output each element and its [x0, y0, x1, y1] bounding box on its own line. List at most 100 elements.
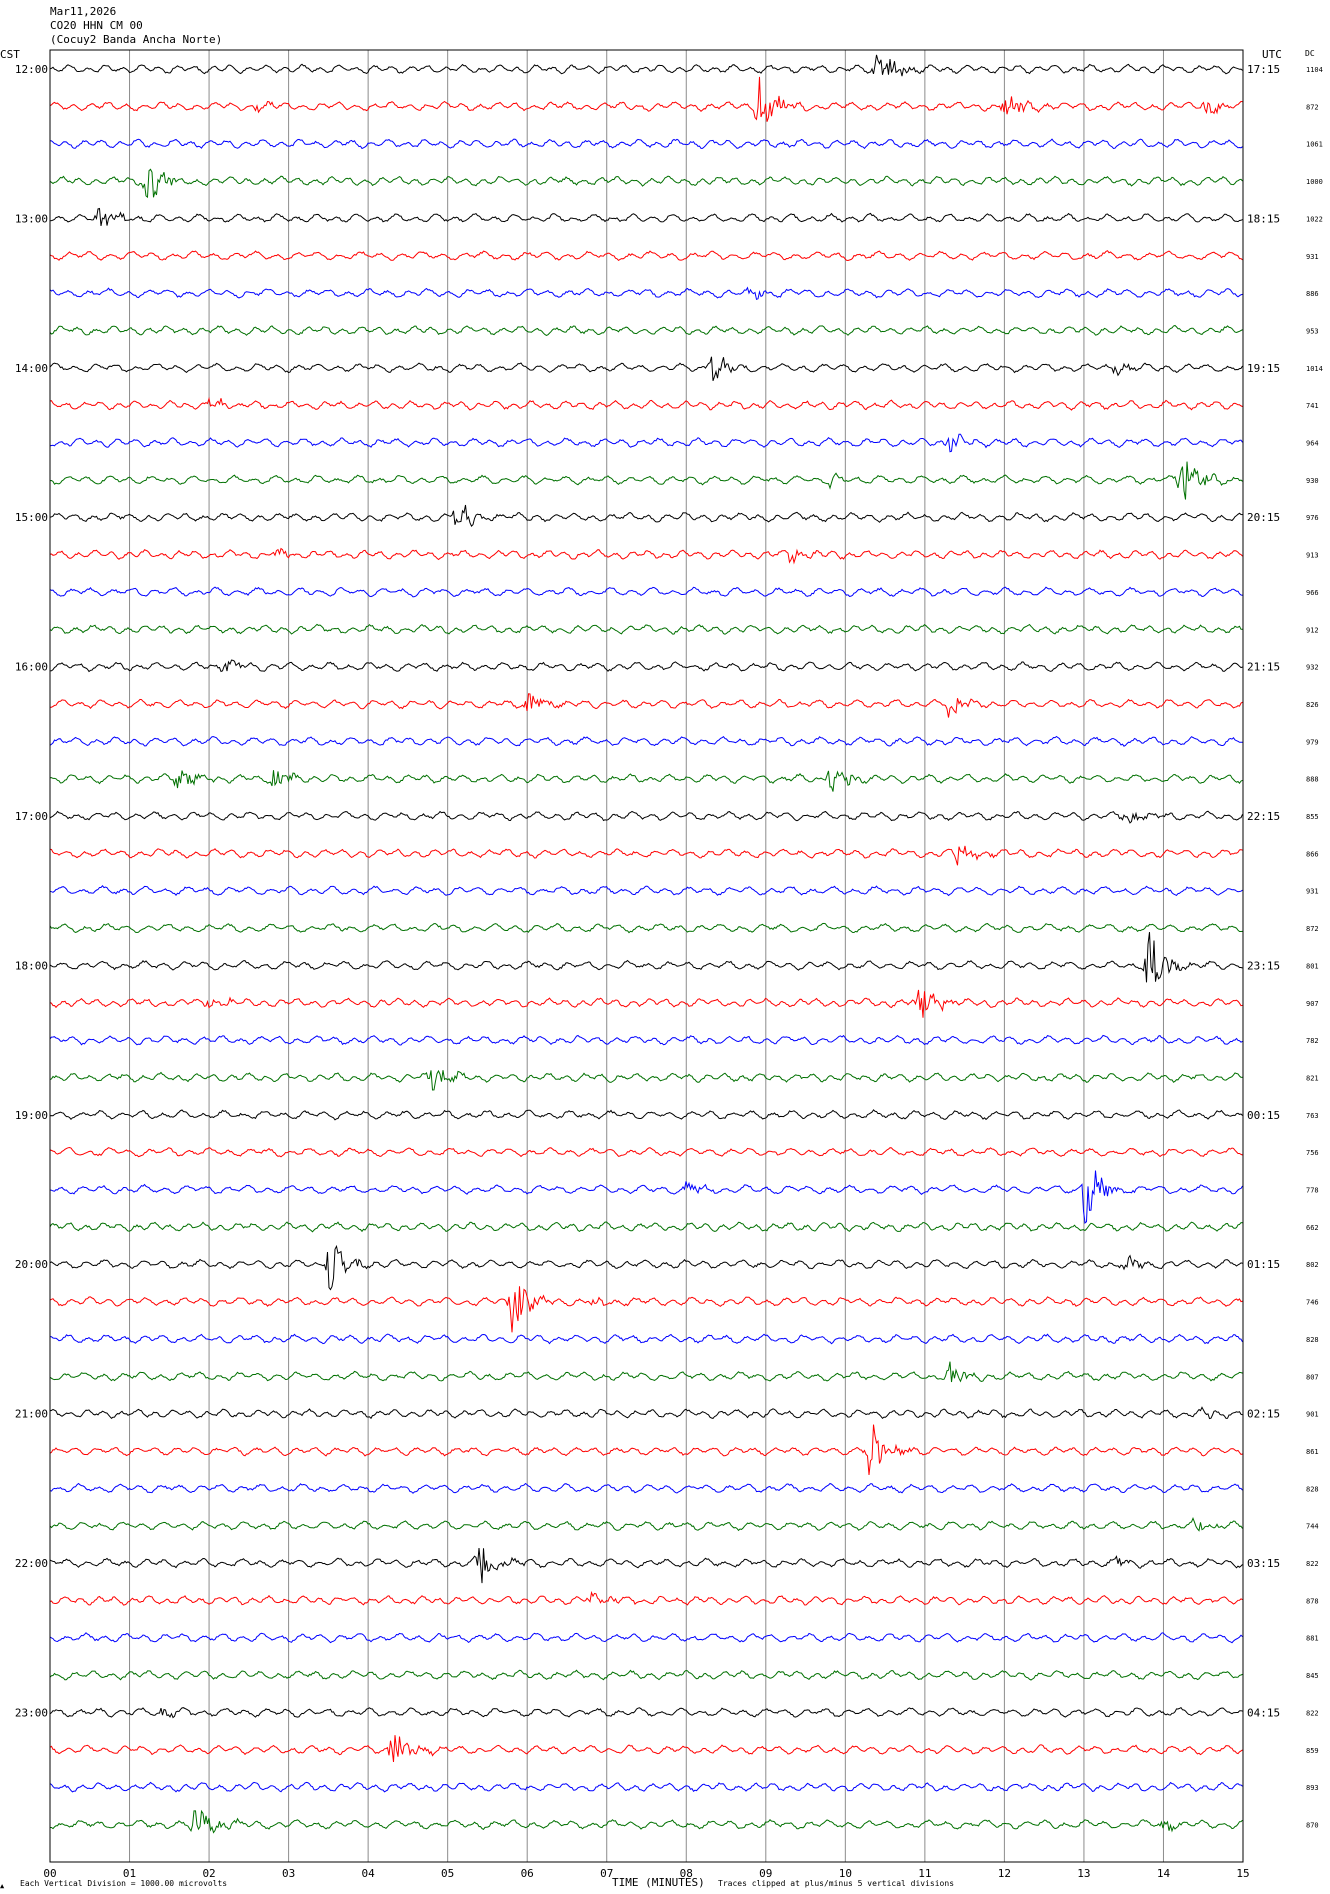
site-label: (Cocuy2 Banda Ancha Norte) — [50, 33, 222, 46]
dc-offset-label: 741 — [1306, 402, 1319, 410]
trace-row-45 — [49, 1735, 1243, 1763]
trace-row-25 — [49, 989, 1243, 1018]
trace-row-9 — [49, 396, 1243, 411]
trace-row-26 — [49, 1034, 1243, 1046]
cst-time-label: 21:00 — [15, 1408, 48, 1421]
dc-offset-label: 1022 — [1306, 215, 1323, 223]
dc-offset-label: 1000 — [1306, 178, 1323, 186]
trace-row-7 — [49, 324, 1243, 336]
cst-time-label: 19:00 — [15, 1109, 48, 1122]
x-tick-label: 10 — [839, 1867, 852, 1880]
trace-row-37 — [49, 1424, 1243, 1476]
cst-time-label: 14:00 — [15, 362, 48, 375]
division-note: Each Vertical Division = 1000.00 microvo… — [20, 1879, 227, 1888]
utc-time-label: 01:15 — [1247, 1258, 1280, 1271]
dc-offset-label: 746 — [1306, 1299, 1319, 1307]
x-tick-label: 11 — [918, 1867, 931, 1880]
x-tick-label: 07 — [600, 1867, 613, 1880]
dc-offset-label: 966 — [1306, 589, 1319, 597]
utc-time-label: 21:15 — [1247, 661, 1280, 674]
trace-row-0 — [49, 54, 1243, 77]
trace-row-1 — [49, 76, 1243, 122]
dc-offset-label: 866 — [1306, 850, 1319, 858]
trace-row-10 — [49, 433, 1243, 453]
plot-border — [49, 49, 1244, 1863]
cst-time-label: 12:00 — [15, 63, 48, 76]
cst-time-label: 13:00 — [15, 212, 48, 225]
trace-row-4 — [49, 207, 1243, 226]
trace-row-17 — [50, 693, 1243, 718]
x-tick-label: 15 — [1236, 1867, 1249, 1880]
dc-offset-label: 1104 — [1306, 66, 1323, 74]
trace-row-19 — [49, 770, 1243, 792]
trace-row-41 — [49, 1590, 1243, 1606]
dc-offset-label: 822 — [1306, 1560, 1319, 1568]
x-tick-label: 06 — [521, 1867, 534, 1880]
utc-time-label: 23:15 — [1247, 959, 1280, 972]
x-tick-label: 08 — [680, 1867, 693, 1880]
trace-row-33 — [49, 1286, 1243, 1333]
dc-offset-label: 886 — [1306, 290, 1319, 298]
dc-offset-label: 931 — [1306, 888, 1319, 896]
utc-time-label: 19:15 — [1247, 362, 1280, 375]
utc-time-label: 17:15 — [1247, 63, 1280, 76]
dc-offset-label: 893 — [1306, 1784, 1319, 1792]
dc-offset-label: 979 — [1306, 738, 1319, 746]
dc-header-label: DC — [1305, 49, 1315, 58]
trace-row-32 — [49, 1244, 1243, 1291]
trace-row-20 — [49, 810, 1243, 824]
trace-row-42 — [49, 1632, 1243, 1644]
trace-row-14 — [49, 586, 1243, 598]
dc-offset-label: 845 — [1306, 1672, 1319, 1680]
dc-offset-label: 756 — [1306, 1149, 1319, 1157]
x-tick-label: 01 — [123, 1867, 136, 1880]
trace-row-46 — [49, 1781, 1243, 1793]
trace-row-6 — [49, 286, 1243, 300]
trace-row-34 — [49, 1333, 1243, 1345]
utc-zone-label: UTC — [1262, 48, 1282, 61]
dc-offset-label: 901 — [1306, 1411, 1319, 1419]
x-axis-title: TIME (MINUTES) — [612, 1876, 705, 1889]
cst-zone-label: CST — [0, 48, 20, 61]
utc-time-label: 02:15 — [1247, 1408, 1280, 1421]
trace-row-16 — [49, 659, 1243, 673]
clip-note: Traces clipped at plus/minus 5 vertical … — [718, 1879, 954, 1888]
trace-row-43 — [49, 1669, 1243, 1681]
trace-row-2 — [49, 138, 1243, 150]
dc-offset-label: 872 — [1306, 925, 1319, 933]
cst-time-label: 20:00 — [15, 1258, 48, 1271]
x-tick-label: 04 — [362, 1867, 376, 1880]
plot-frame — [49, 49, 1244, 1863]
dc-offset-label: 907 — [1306, 1000, 1319, 1008]
x-tick-label: 09 — [759, 1867, 772, 1880]
dc-offset-label: 828 — [1306, 1336, 1319, 1344]
dc-offset-label: 1014 — [1306, 365, 1323, 373]
x-tick-label: 05 — [441, 1867, 454, 1880]
cst-time-label: 17:00 — [15, 810, 48, 823]
cst-time-label: 15:00 — [15, 511, 48, 524]
dc-offset-label: 872 — [1306, 103, 1319, 111]
dc-offset-label: 801 — [1306, 962, 1319, 970]
utc-time-label: 03:15 — [1247, 1557, 1280, 1570]
dc-offset-label: 931 — [1306, 253, 1319, 261]
trace-row-44 — [49, 1706, 1243, 1719]
trace-row-31 — [49, 1221, 1243, 1233]
dc-offset-label: 763 — [1306, 1112, 1319, 1120]
dc-offset-label: 912 — [1306, 626, 1319, 634]
dc-offset-label: 778 — [1306, 1187, 1319, 1195]
trace-row-36 — [49, 1406, 1243, 1420]
trace-row-24 — [49, 932, 1243, 983]
dc-offset-label: 859 — [1306, 1747, 1319, 1755]
trace-row-28 — [49, 1109, 1243, 1121]
x-tick-label: 12 — [998, 1867, 1011, 1880]
dc-offset-label: 821 — [1306, 1074, 1319, 1082]
station-label: CO20 HHN CM 00 — [50, 19, 143, 32]
trace-row-39 — [49, 1516, 1243, 1532]
trace-row-23 — [49, 922, 1243, 934]
utc-time-label: 22:15 — [1247, 810, 1280, 823]
dc-offset-label: 964 — [1306, 440, 1319, 448]
dc-offset-label: 913 — [1306, 552, 1319, 560]
trace-row-18 — [49, 735, 1243, 747]
dc-offset-label: 878 — [1306, 1597, 1319, 1605]
